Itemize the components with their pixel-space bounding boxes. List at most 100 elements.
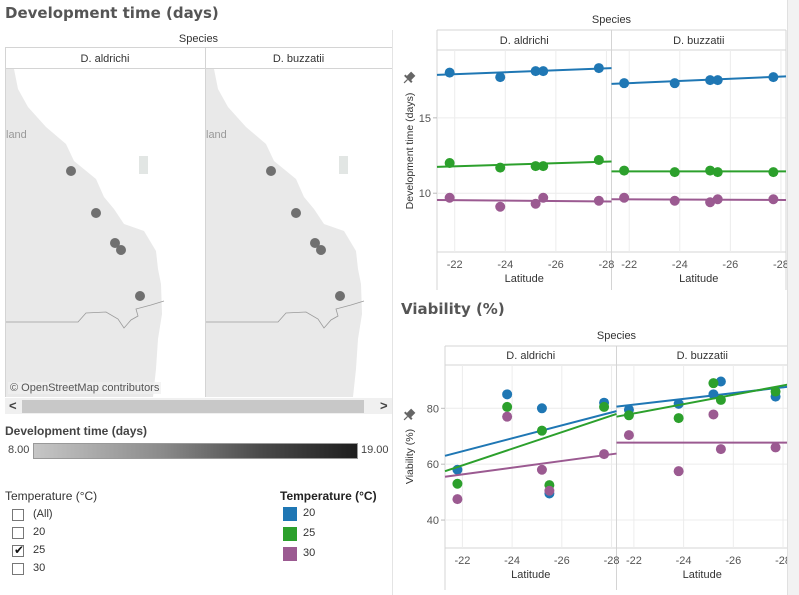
trend-line[interactable]	[444, 412, 617, 473]
legend-swatch[interactable]	[283, 507, 297, 521]
data-point[interactable]	[705, 165, 716, 176]
data-point[interactable]	[770, 442, 781, 453]
data-point[interactable]	[708, 409, 719, 420]
trend-line[interactable]	[436, 198, 612, 203]
data-point[interactable]	[599, 449, 610, 460]
trend-line[interactable]	[436, 67, 612, 76]
viability-chart[interactable]: Species 40 60 80 Viability (%) D. aldrichi -22…	[395, 320, 787, 595]
data-point[interactable]	[619, 192, 630, 203]
data-point[interactable]	[599, 401, 610, 412]
pin-icon[interactable]	[401, 407, 417, 423]
map-site-dot[interactable]	[135, 291, 145, 301]
trend-line[interactable]	[436, 160, 612, 168]
map-site-dot[interactable]	[335, 291, 345, 301]
temperature-filter-option[interactable]: ✔ 25	[12, 543, 132, 559]
map-site-dot[interactable]	[110, 238, 120, 248]
dashboard-vertical-scrollbar[interactable]	[787, 0, 799, 595]
data-point[interactable]	[536, 425, 547, 436]
map-site-dot[interactable]	[291, 208, 301, 218]
data-point[interactable]	[669, 195, 680, 206]
data-point[interactable]	[768, 167, 779, 178]
data-point[interactable]	[530, 66, 541, 77]
data-point[interactable]	[705, 75, 716, 86]
data-point[interactable]	[538, 66, 549, 77]
map-site-dot[interactable]	[116, 245, 126, 255]
data-point[interactable]	[593, 195, 604, 206]
checkbox[interactable]	[12, 509, 24, 521]
map-site-dot[interactable]	[66, 166, 76, 176]
data-point[interactable]	[623, 410, 634, 421]
x-tick-label: -26	[554, 555, 570, 567]
data-point[interactable]	[673, 413, 684, 424]
scroll-left-arrow-icon[interactable]: <	[9, 398, 17, 413]
data-point[interactable]	[502, 389, 513, 400]
legend-swatch[interactable]	[283, 547, 297, 561]
map-site-dot[interactable]	[310, 238, 320, 248]
data-point[interactable]	[444, 158, 455, 169]
data-point[interactable]	[593, 155, 604, 166]
x-tick-label: -28	[773, 259, 787, 271]
data-point[interactable]	[619, 78, 630, 89]
temperature-filter-option[interactable]: (All)	[12, 508, 132, 523]
data-point[interactable]	[544, 485, 555, 496]
data-point[interactable]	[712, 167, 723, 178]
data-point[interactable]	[452, 494, 463, 505]
checkbox[interactable]: ✔	[12, 543, 24, 557]
checkbox[interactable]	[12, 563, 24, 575]
map-aldrichi[interactable]: land © OpenStreetMap contributors	[6, 69, 205, 397]
trend-line[interactable]	[616, 383, 788, 418]
data-point[interactable]	[495, 162, 506, 173]
legend-swatch[interactable]	[283, 527, 297, 541]
data-point[interactable]	[708, 378, 719, 389]
data-point[interactable]	[502, 401, 513, 412]
scroll-right-arrow-icon[interactable]: >	[380, 398, 388, 413]
trend-line[interactable]	[444, 410, 617, 457]
map-buzzatii[interactable]: land	[206, 69, 392, 397]
data-point[interactable]	[712, 75, 723, 86]
data-point[interactable]	[768, 72, 779, 83]
y-axis-label: Viability (%)	[404, 429, 416, 484]
data-point[interactable]	[502, 411, 513, 422]
data-point[interactable]	[673, 466, 684, 477]
data-point[interactable]	[495, 72, 506, 83]
data-point[interactable]	[530, 198, 541, 209]
data-point[interactable]	[715, 444, 726, 455]
data-point[interactable]	[669, 167, 680, 178]
data-point[interactable]	[536, 403, 547, 414]
legend-label: 30	[303, 547, 316, 559]
map-site-dot[interactable]	[316, 245, 326, 255]
map-site-dot[interactable]	[266, 166, 276, 176]
map-scrollbar-thumb[interactable]	[22, 400, 364, 413]
checkbox[interactable]	[12, 527, 24, 539]
trend-line[interactable]	[611, 198, 787, 201]
data-point[interactable]	[538, 161, 549, 172]
series-25	[611, 165, 786, 178]
data-point[interactable]	[712, 194, 723, 205]
x-tick-label: -24	[504, 555, 520, 567]
trend-line[interactable]	[444, 452, 617, 478]
data-point[interactable]	[495, 201, 506, 212]
data-point[interactable]	[669, 78, 680, 89]
data-point[interactable]	[538, 192, 549, 203]
data-point[interactable]	[770, 386, 781, 397]
data-point[interactable]	[768, 194, 779, 205]
map-attribution[interactable]: © OpenStreetMap contributors	[8, 382, 162, 394]
data-point[interactable]	[452, 478, 463, 489]
data-point[interactable]	[623, 430, 634, 441]
data-point[interactable]	[715, 376, 726, 387]
data-point[interactable]	[715, 394, 726, 405]
map-site-dot[interactable]	[91, 208, 101, 218]
temperature-filter-option[interactable]: 30	[12, 562, 132, 577]
trend-line[interactable]	[611, 75, 787, 85]
data-point[interactable]	[593, 63, 604, 74]
data-point[interactable]	[444, 67, 455, 78]
data-point[interactable]	[530, 161, 541, 172]
data-point[interactable]	[619, 165, 630, 176]
data-point[interactable]	[705, 197, 716, 208]
data-point[interactable]	[536, 464, 547, 475]
pin-icon[interactable]	[401, 70, 417, 86]
data-point[interactable]	[708, 389, 719, 400]
temperature-filter-option[interactable]: 20	[12, 526, 132, 541]
data-point[interactable]	[444, 192, 455, 203]
